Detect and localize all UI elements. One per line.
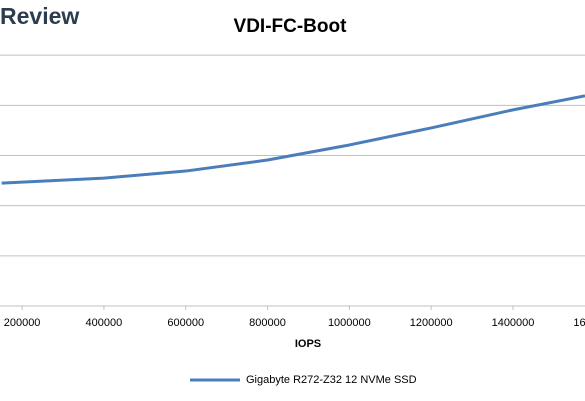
x-tick-label: 1400000 xyxy=(492,317,535,329)
x-tick-label: 400000 xyxy=(86,317,123,329)
logo: Review xyxy=(0,3,79,29)
legend-label: Gigabyte R272-Z32 12 NVMe SSD xyxy=(246,374,417,386)
x-tick-label: 200000 xyxy=(4,317,41,329)
data-line xyxy=(1,94,585,185)
x-tick-label: 1200000 xyxy=(410,317,453,329)
x-tick-label: 600000 xyxy=(167,317,204,329)
chart-title: VDI-FC-Boot xyxy=(234,16,348,37)
x-axis-label: IOPS xyxy=(295,338,321,350)
x-tick-label: 1600000 xyxy=(573,317,585,329)
x-tick-label: 800000 xyxy=(249,317,286,329)
x-tick-label: 1000000 xyxy=(328,317,371,329)
